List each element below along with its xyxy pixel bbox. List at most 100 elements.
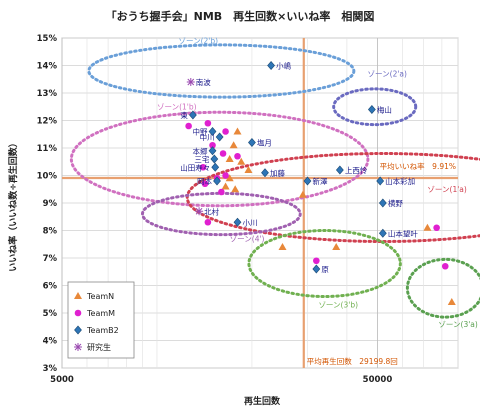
marker-diamond (335, 165, 344, 175)
marker-circle (209, 141, 216, 149)
zone-label: ゾーン(3'a) (438, 320, 477, 329)
average-y-label: 平均いいね率 9.91% (380, 161, 456, 171)
marker-diamond (74, 325, 82, 335)
marker-circle (234, 152, 241, 160)
point-label: 三宅 (194, 154, 209, 164)
marker-triangle (233, 127, 242, 135)
point-label: 小川 (242, 218, 257, 227)
point-label: 新澤 (312, 176, 327, 186)
marker-triangle (231, 185, 240, 193)
marker-triangle (244, 166, 253, 173)
y-tick-label: 12% (37, 117, 58, 127)
y-tick-label: 14% (37, 62, 58, 72)
point-label: 梅山 (377, 105, 392, 115)
zone-ellipse (405, 257, 480, 319)
x-tick-label: 5000 (50, 375, 74, 385)
x-tick-label: 50000 (363, 375, 393, 385)
y-tick-label: 7% (43, 254, 58, 264)
zone-label: ゾーン(3'b) (318, 301, 358, 310)
point-label: 北村 (204, 206, 219, 216)
y-axis-title: いいね率（いいね数÷再生回数） (7, 138, 19, 272)
marker-circle (222, 128, 229, 135)
y-tick-label: 5% (43, 309, 58, 319)
marker-diamond (215, 132, 224, 142)
marker-triangle (221, 182, 230, 190)
asterisk-stroke (74, 343, 82, 351)
y-tick-label: 4% (43, 337, 58, 347)
point-label: 山本望叶 (388, 228, 418, 238)
legend-entry: 研究生 (87, 342, 111, 352)
axis-ticks: 15% 14% 13% 12% 11% 10% 9% 8% 7% 6% 5% 4% 3%5000 5000… (37, 34, 393, 385)
x-axis-title: 再生回数 (244, 395, 281, 407)
marker-diamond (208, 127, 217, 136)
zone-ellipse (69, 110, 370, 208)
marker-circle (201, 180, 209, 188)
y-tick-label: 13% (37, 89, 58, 99)
y-tick-label: 15% (37, 34, 58, 44)
legend-entry: TeamN (86, 292, 114, 301)
marker-asterisk (195, 207, 204, 216)
legend-entry: TeamM (86, 309, 115, 318)
marker-diamond (367, 105, 376, 114)
asterisk-stroke (187, 78, 195, 86)
zone-ellipse (87, 43, 356, 99)
zone-ellipse (332, 87, 418, 127)
point-label: 岡本 (197, 176, 212, 186)
marker-triangle (278, 243, 287, 250)
zone-ellipse (247, 229, 402, 298)
y-tick-label: 9% (43, 199, 58, 209)
marker-circle (222, 172, 229, 179)
marker-circle (433, 224, 440, 232)
average-x-label: 平均再生回数 29199.8回 (307, 356, 398, 366)
point-label: 南波 (196, 77, 211, 87)
point-label: 原 (321, 265, 329, 274)
marker-asterisk (186, 78, 195, 86)
marker-diamond (213, 176, 221, 186)
point-label: 本郷 (193, 146, 208, 156)
marker-circle (219, 150, 227, 157)
marker-diamond (248, 138, 256, 147)
marker-diamond (378, 228, 387, 238)
point-label: 塩月 (257, 138, 272, 148)
point-label: 山本彩加 (385, 176, 415, 186)
point-label: 加藤 (270, 168, 285, 178)
marker-triangle (423, 223, 432, 231)
marker-circle (218, 188, 225, 196)
marker-circle (74, 309, 82, 317)
marker-diamond (376, 176, 385, 186)
y-tick-label: 10% (37, 172, 58, 182)
point-label: 中野 (193, 127, 208, 137)
marker-diamond (378, 198, 387, 208)
marker-diamond (189, 110, 197, 120)
marker-triangle (74, 292, 82, 299)
point-label: 小嶋 (276, 61, 291, 71)
marker-circle (441, 262, 449, 270)
marker-diamond (208, 146, 217, 156)
zone-label: ゾーン(2'b) (178, 37, 218, 46)
point-label: 山田寿々 (180, 162, 210, 172)
marker-circle (199, 163, 207, 171)
marker-circle (185, 122, 192, 130)
y-tick-label: 6% (43, 282, 58, 292)
y-tick-label: 8% (43, 227, 58, 237)
marker-diamond (211, 162, 220, 172)
point-label: 上西怜 (345, 165, 368, 175)
chart-title: 「おうち握手会」NMB 再生回数×いいね率 相関図 (106, 9, 375, 23)
marker-diamond (267, 61, 275, 70)
marker-triangle (225, 155, 234, 162)
marker-triangle (237, 157, 246, 165)
marker-circle (204, 218, 212, 226)
y-tick-label: 11% (37, 144, 58, 154)
point-label: 中川 (200, 132, 215, 142)
zone-label: ゾーン(4') (230, 235, 265, 244)
marker-triangle (298, 190, 307, 198)
marker-triangle (225, 174, 234, 182)
marker-diamond (210, 154, 219, 164)
y-tick-label: 3% (43, 364, 58, 374)
zone-label: ゾーン(1'a) (427, 185, 466, 194)
zone-label: ゾーン(2'a) (368, 70, 407, 79)
marker-circle (204, 119, 212, 127)
marker-triangle (447, 298, 456, 305)
